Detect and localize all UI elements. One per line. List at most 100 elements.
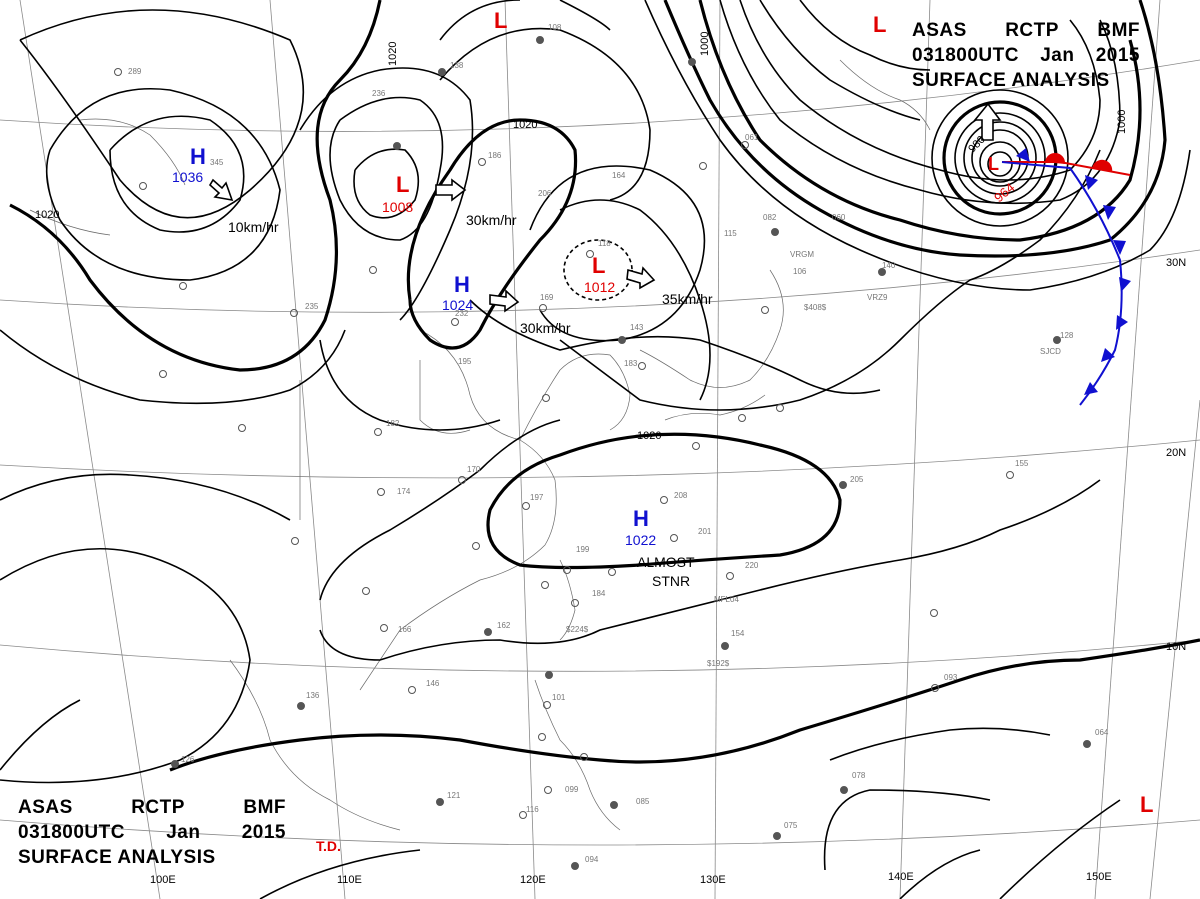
footer-year: 2015	[241, 822, 286, 843]
station-label: 116	[526, 805, 539, 814]
station-label: 093	[944, 673, 958, 682]
header-year: 2015	[1095, 45, 1140, 66]
high-value: 1022	[625, 532, 656, 548]
motion-arrow	[208, 178, 234, 202]
isobar-label: 1000	[699, 32, 711, 56]
cold-front-symbol	[1084, 382, 1098, 395]
low-letter: L	[988, 154, 999, 174]
station-label: 075	[784, 821, 798, 830]
lat-label: 20N	[1166, 447, 1186, 459]
station-label: 136	[306, 691, 320, 700]
lon-label: 110E	[337, 874, 362, 886]
header-product: ASAS	[912, 20, 967, 41]
station-label: 146	[426, 679, 440, 688]
coordinate-labels: 100E 110E 120E 130E 140E 150E 30N 20N 10…	[150, 257, 1186, 886]
station-plots	[114, 36, 1091, 870]
header-time: 031800UTC	[912, 45, 1019, 66]
footer-center: RCTP	[131, 797, 185, 818]
motion-arrow	[626, 266, 656, 290]
station-label: 169	[540, 293, 554, 302]
high-letter: H	[190, 144, 206, 169]
station-label: 195	[458, 357, 472, 366]
ship-label: VRZ9	[867, 293, 888, 302]
motion-label: 30km/hr	[520, 320, 571, 336]
motion-arrow	[435, 178, 467, 202]
station-label: 183	[624, 359, 638, 368]
station-label: 232	[455, 309, 469, 318]
station-label: 201	[698, 527, 712, 536]
stationary-note: ALMOST STNR	[637, 554, 695, 589]
coastlines	[29, 59, 931, 831]
station-label: 236	[372, 89, 386, 98]
lat-label: 30N	[1166, 257, 1186, 269]
station-label: 078	[852, 771, 866, 780]
isobar-label: 1020	[387, 42, 399, 66]
station-label: 138	[450, 61, 464, 70]
station-label: 099	[565, 785, 579, 794]
cold-front-symbol	[1119, 277, 1131, 292]
low-value: 1012	[584, 279, 615, 295]
low-letter: L	[592, 253, 605, 278]
stationary-note-line2: STNR	[652, 573, 690, 589]
station-label: 289	[128, 67, 142, 76]
high-center: H 1024	[442, 272, 473, 313]
station-label: 186	[488, 151, 502, 160]
ship-label: VRGM	[790, 250, 814, 259]
station-label: 064	[1095, 728, 1109, 737]
footer-month: Jan	[166, 822, 201, 843]
ship-label: $408$	[804, 303, 827, 312]
lon-label: 120E	[520, 874, 546, 886]
motion-label: 30km/hr	[466, 212, 517, 228]
map-footer-title: ASAS RCTP BMF 031800UTC Jan 2015 SURFACE…	[18, 795, 286, 870]
station-label: 155	[1015, 459, 1029, 468]
motion-label: 10km/hr	[228, 219, 279, 235]
station-label: 126	[181, 755, 195, 764]
motion-label: 35km/hr	[662, 291, 713, 307]
station-labels: 289 236 345 186 206 164 138 108 169 118 …	[128, 23, 1109, 864]
header-analysis-type: SURFACE ANALYSIS	[912, 70, 1110, 91]
high-center: H 1022	[625, 506, 656, 548]
low-center: L 1008	[382, 172, 413, 215]
station-label: 085	[636, 797, 650, 806]
station-label: 235	[305, 302, 319, 311]
low-letter: L	[396, 172, 409, 197]
station-label: 174	[397, 487, 411, 496]
lon-label: 150E	[1086, 871, 1112, 883]
header-center: RCTP	[1005, 20, 1059, 41]
pressure-centers: H 1036 L 1008 H 1024 L 1012 H 1022 L 964…	[172, 8, 1153, 817]
low-letter: L	[873, 12, 886, 37]
station-label: 154	[731, 629, 745, 638]
motion-arrow	[973, 102, 1002, 141]
station-label: 199	[576, 545, 590, 554]
isobar-label: 1000	[1116, 110, 1128, 134]
station-label: 208	[674, 491, 688, 500]
station-label: 162	[497, 621, 511, 630]
ship-label: $224$	[566, 625, 589, 634]
ship-label: MFL04	[714, 595, 739, 604]
station-label: 108	[548, 23, 562, 32]
isobar-label: 1020	[35, 209, 59, 221]
header-code: BMF	[1097, 20, 1140, 41]
high-center: H 1036	[172, 144, 206, 185]
analyst-initials: T.D.	[316, 838, 341, 854]
motion-speed-labels: 10km/hr 30km/hr 30km/hr 35km/hr	[228, 212, 713, 336]
station-label: 206	[538, 189, 552, 198]
station-label: 094	[585, 855, 599, 864]
cold-front-symbol	[1116, 315, 1128, 330]
station-label: 121	[447, 791, 461, 800]
high-value: 1024	[442, 297, 473, 313]
cold-front-symbol	[1103, 205, 1116, 220]
station-label: 140	[882, 261, 896, 270]
cold-front-symbol	[1113, 240, 1126, 255]
station-label: 061	[745, 133, 759, 142]
header-month: Jan	[1040, 45, 1075, 66]
low-letter: L	[494, 8, 507, 33]
station-label: 197	[530, 493, 544, 502]
station-label: 345	[210, 158, 224, 167]
station-label: 182	[386, 419, 400, 428]
cold-front-symbol	[1016, 148, 1030, 162]
weather-fronts	[1001, 148, 1131, 406]
station-label: 106	[793, 267, 807, 276]
low-letter: L	[1140, 792, 1153, 817]
